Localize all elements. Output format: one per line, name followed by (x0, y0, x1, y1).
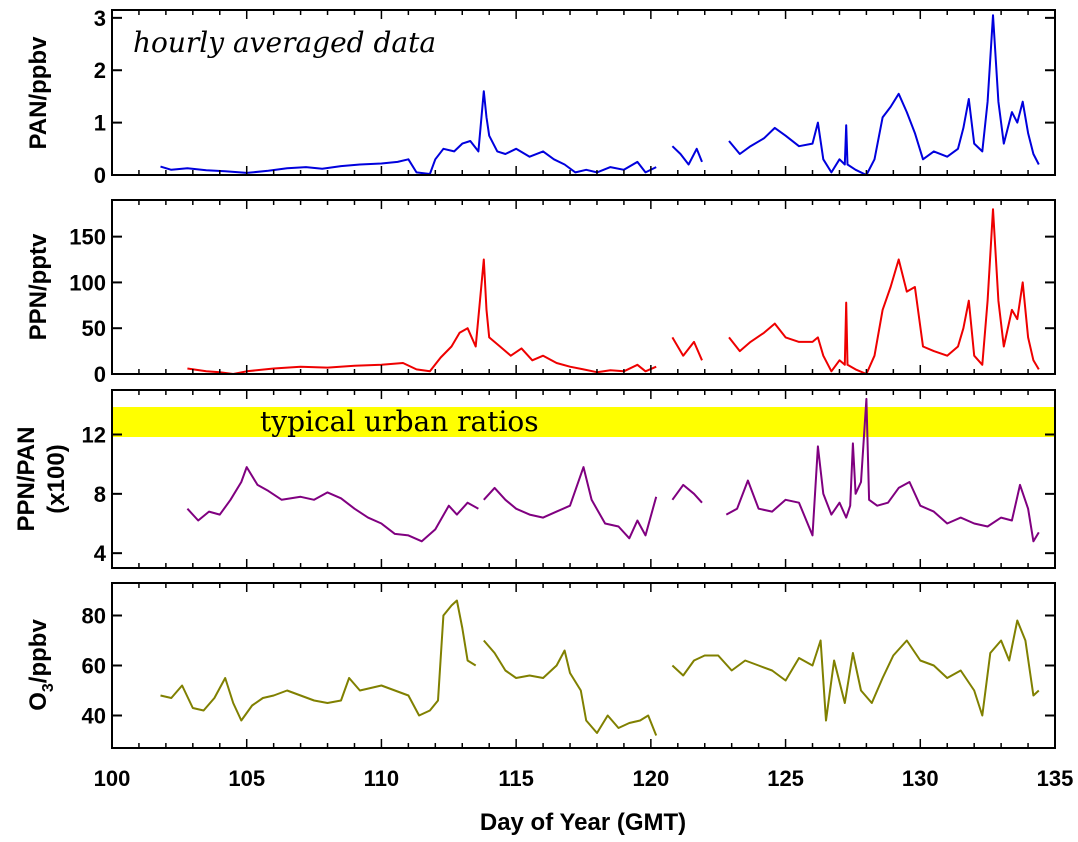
x-tick-label: 110 (364, 766, 400, 791)
panel-pan: 0 1 2 3 hourly averaged data PAN/ppbv (25, 6, 1056, 188)
ppn-series (187, 208, 1040, 375)
pan-ytick-label: 1 (94, 111, 106, 136)
ppn-ticks: 0 50 100 150 (69, 200, 1056, 387)
panel-o3: 40 60 80 O3/ppbv (25, 582, 1056, 749)
pan-ytick-label: 3 (94, 6, 106, 31)
ratio-ytick-label: 12 (82, 423, 106, 448)
ratio-line-segment-3 (671, 483, 703, 504)
pan-annotation: hourly averaged data (133, 26, 436, 59)
pan-ytick-label: 0 (94, 163, 106, 188)
pan-ytick-label: 2 (94, 58, 106, 83)
panel-ppn: 0 50 100 150 PPN/pptv (25, 199, 1056, 387)
o3-series (160, 599, 1040, 736)
ppn-y-axis-label: PPN/pptv (25, 233, 52, 340)
o3-line-segment-2 (483, 639, 658, 736)
ratio-line-segment-4 (725, 397, 1040, 543)
ppn-line-segment-2 (671, 336, 703, 361)
o3-y-axis-label: O3/ppbv (25, 619, 57, 711)
x-tick-label: 125 (767, 766, 804, 791)
ratio-y-axis-label-line2: (x100) (43, 444, 70, 513)
x-tick-label: 135 (1037, 766, 1074, 791)
ratio-ytick-label: 8 (94, 482, 106, 507)
o3-ticks: 40 60 80 (82, 583, 1056, 748)
x-tick-label: 100 (94, 766, 131, 791)
o3-ytick-label: 60 (82, 654, 106, 679)
ratio-line-segment-2 (483, 466, 658, 540)
o3-ytick-label: 80 (82, 604, 106, 629)
pan-ticks: 0 1 2 3 (94, 6, 1056, 188)
ratio-series (186, 397, 1040, 543)
pan-line-segment-3 (728, 14, 1040, 176)
urban-ratio-band (113, 407, 1054, 437)
o3-y-axis-label-main: O (25, 692, 52, 711)
x-tick-label: 130 (902, 766, 939, 791)
pan-line-segment-1 (160, 90, 657, 175)
ppn-plot-frame (111, 199, 1056, 375)
o3-ytick-label: 40 (82, 704, 106, 729)
ppn-ytick-label: 50 (82, 316, 106, 341)
ratio-ytick-label: 4 (94, 541, 107, 566)
ratio-plot-frame (111, 389, 1056, 569)
x-axis-tick-labels: 100 105 110 115 120 125 130 135 (94, 766, 1074, 791)
ratio-line-segment-1 (186, 466, 479, 543)
o3-y-axis-label-rest: /ppbv (25, 619, 52, 684)
ppn-ytick-label: 0 (94, 362, 106, 387)
o3-y-axis-label-sub: 3 (40, 683, 57, 692)
ratio-y-axis-label-line1: PPN/PAN (13, 427, 40, 532)
panel-ratio: typical urban ratios 4 8 12 PPN/PAN (x100) (13, 389, 1056, 569)
ppn-ytick-label: 150 (69, 225, 106, 250)
pan-line-segment-2 (671, 145, 703, 166)
x-tick-label: 105 (228, 766, 265, 791)
ppn-line-segment-1 (187, 258, 657, 375)
x-axis-title: Day of Year (GMT) (480, 809, 686, 836)
pan-y-axis-label: PAN/ppbv (25, 36, 52, 150)
o3-line-segment-1 (160, 599, 477, 722)
o3-line-segment-3 (671, 619, 1040, 722)
x-tick-label: 120 (632, 766, 669, 791)
urban-ratio-band-label: typical urban ratios (260, 405, 539, 438)
pan-plot-frame (111, 9, 1056, 176)
ppn-ytick-label: 100 (69, 270, 106, 295)
x-tick-label: 115 (498, 766, 534, 791)
pan-series (160, 14, 1040, 176)
ratio-ticks: 4 8 12 (82, 390, 1056, 568)
ppn-line-segment-3 (728, 208, 1040, 375)
